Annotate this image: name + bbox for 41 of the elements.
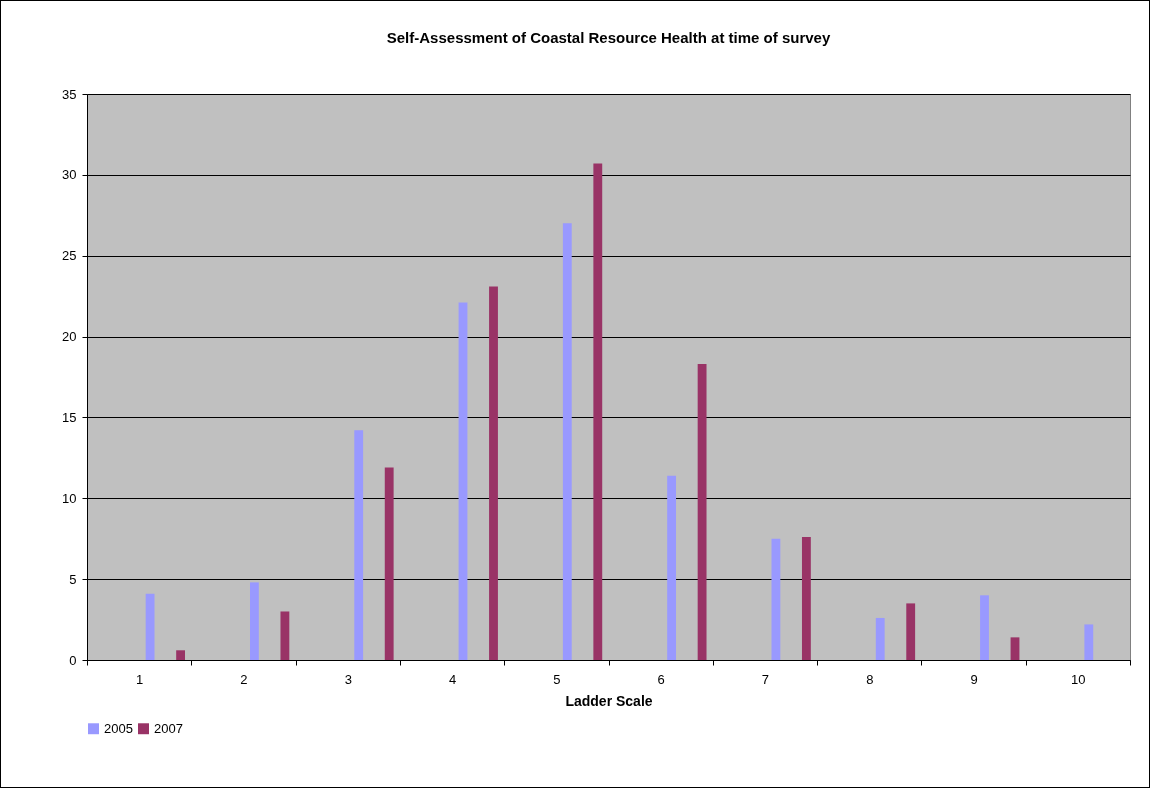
y-tick-label: 15: [62, 409, 77, 425]
bar: [1010, 637, 1020, 660]
x-tick-label: 10: [1071, 671, 1086, 687]
y-tick-label: 5: [69, 571, 77, 587]
bar: [593, 163, 603, 660]
bar: [489, 286, 498, 660]
bar: [280, 611, 290, 660]
x-tick-label: 1: [136, 671, 144, 687]
bar: [458, 302, 468, 660]
y-tick-label: 35: [62, 86, 77, 102]
legend-label: 2007: [154, 720, 183, 736]
x-tick-label: 7: [761, 671, 770, 687]
bar: [771, 538, 781, 660]
y-tick-label: 30: [62, 167, 77, 183]
bar: [176, 650, 186, 660]
bar: [562, 223, 572, 660]
x-tick-label: 2: [240, 671, 248, 687]
x-axis-title: Ladder Scale: [565, 692, 653, 709]
x-tick-label: 5: [553, 671, 561, 687]
x-tick-label: 3: [344, 671, 352, 687]
bar: [667, 475, 677, 660]
y-tick-label: 10: [62, 490, 77, 506]
y-tick-label: 20: [62, 329, 77, 345]
bar: [384, 467, 394, 660]
x-tick-label: 8: [866, 671, 874, 687]
bar: [801, 537, 811, 660]
bar: [875, 617, 885, 660]
x-tick-label: 9: [970, 671, 978, 687]
chart-title: Self-Assessment of Coastal Resource Health at time of survey: [386, 29, 831, 46]
x-tick-label: 4: [448, 671, 457, 687]
y-tick-label: 25: [62, 248, 77, 264]
legend-label: 2005: [104, 720, 133, 736]
bar: [906, 603, 916, 660]
bar: [697, 364, 707, 660]
y-tick-label: 0: [69, 652, 77, 668]
bar: [1084, 624, 1094, 660]
bar: [354, 430, 364, 660]
bar: [145, 593, 155, 660]
bar: [980, 595, 989, 660]
x-tick-label: 6: [657, 671, 665, 687]
bar: [249, 582, 259, 660]
